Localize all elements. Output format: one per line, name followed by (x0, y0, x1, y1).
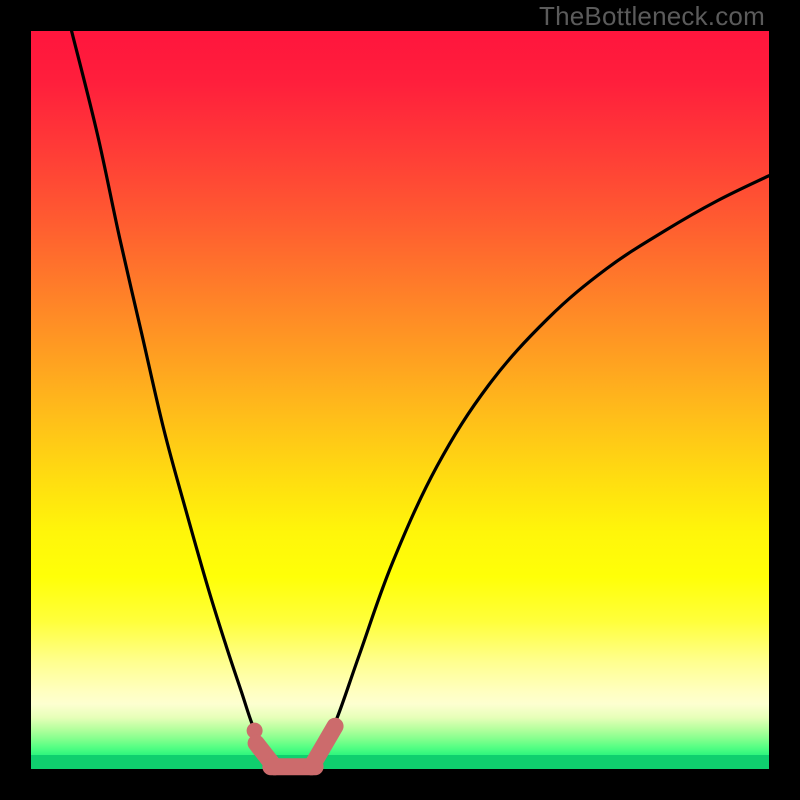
chart-curve-svg (0, 0, 800, 800)
watermark-text: TheBottleneck.com (539, 1, 765, 32)
curve-left-branch (72, 31, 264, 748)
curve-right-branch (323, 176, 769, 749)
curve-pink-minimum (247, 723, 335, 767)
